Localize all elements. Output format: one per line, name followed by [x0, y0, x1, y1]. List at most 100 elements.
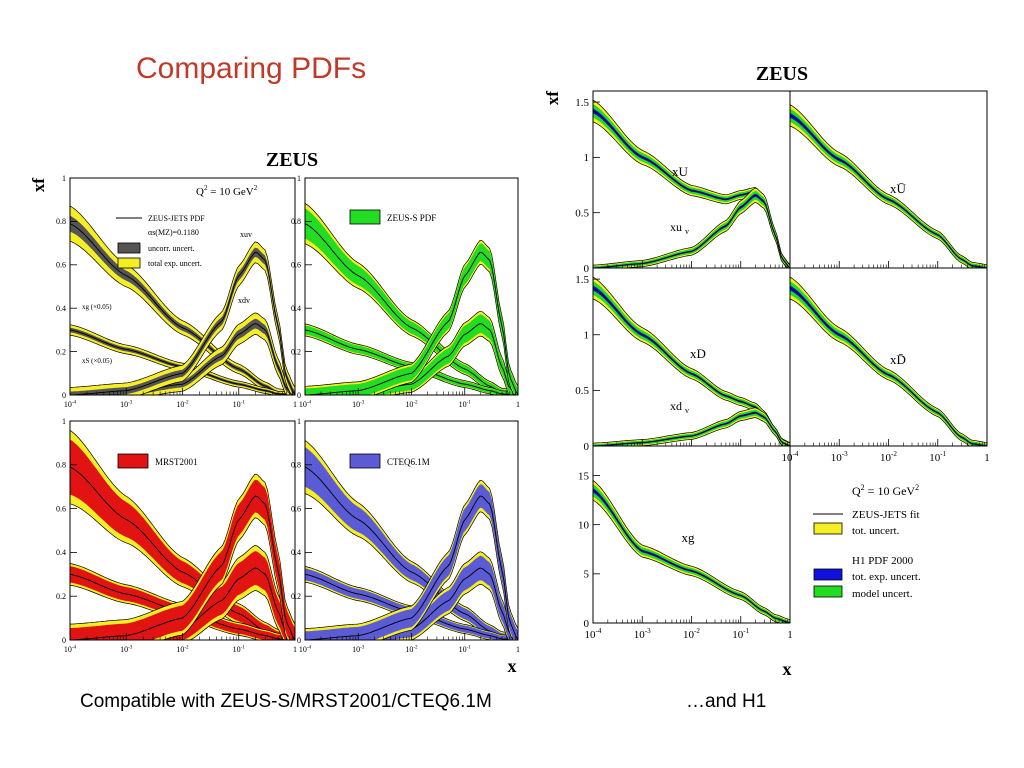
- right-figure-ylabel: xf: [543, 91, 562, 106]
- right-figure-xlabel: x: [783, 659, 792, 679]
- left-panel-0-xtick-label: 10-4: [64, 399, 77, 409]
- right-panel-0-ytick-label: 0.5: [575, 208, 589, 220]
- legend-zeus-s: ZEUS-S PDF: [387, 213, 436, 223]
- right-panel-1-s0-band: [789, 103, 988, 269]
- left-panel-1-xtick-label: 10-2: [405, 399, 418, 409]
- right-panel-2-ytick-label: 1.5: [575, 274, 589, 286]
- left-panel-3-xtick-label: 10-3: [352, 644, 365, 654]
- slide-title: Comparing PDFs: [136, 52, 367, 85]
- right-label-xD: xD̄: [890, 352, 906, 367]
- left-panel-0-xtick-label: 10-1: [233, 399, 246, 409]
- left-panel-2-xtick-label: 10-1: [233, 644, 246, 654]
- left-panel-2-xg-line: [69, 466, 296, 641]
- right-panel-2-s0-band: [592, 276, 791, 447]
- right-panel-4-ytick-label: 0: [584, 618, 590, 630]
- right-panel-1-s0-line: [789, 114, 988, 269]
- left-figure-ylabel: xf: [29, 178, 48, 193]
- left-panel-3-xtick-label: 10-4: [299, 644, 312, 654]
- right-legend-label-3: tot. exp. uncert.: [852, 571, 921, 583]
- left-panel-0-xtick-label: 10-2: [176, 399, 189, 409]
- right-panel-4-s0-line: [592, 489, 791, 624]
- left-panel-3-ytick-label: 0.4: [291, 548, 301, 557]
- left-panel-1-ytick-label: 0.8: [291, 217, 301, 226]
- right-panel-0-s1-line: [592, 194, 791, 269]
- left-panel-mrst2001: 10-4 10-3 10-2 10-1 1 0 0.2 0.4 0.6 0.8 1 MRST2001: [56, 417, 297, 654]
- right-panel-4-s0-inner-band: [593, 484, 790, 623]
- left-panel-0-ytick-label: 0.4: [56, 304, 66, 313]
- legend-cteq6.1m: CTEQ6.1M: [387, 457, 430, 467]
- legend-total-exp-uncert: total exp. uncert.: [148, 259, 202, 268]
- right-panel-2-s1-inner-band: [593, 409, 790, 446]
- left-panel-0-ytick-label: 1: [62, 174, 66, 183]
- left-panel-1-xtick-label: 10-4: [299, 399, 312, 409]
- right-panel-4-xtick-label: 10-2: [683, 627, 700, 641]
- right-panel-0-ytick-label: 0: [584, 263, 590, 275]
- right-panel-0-frame: [592, 90, 791, 269]
- left-panel-1-ytick-label: 0: [297, 391, 301, 400]
- right-label-xuv-sub: v: [685, 227, 689, 236]
- left-panel-2-xuv-line: [69, 495, 296, 641]
- right-panel-0-s0-band: [592, 99, 791, 269]
- left-panel-1-xuv-inner-band: [305, 243, 518, 395]
- left-panel-1-xg-line: [304, 223, 519, 396]
- caption-and-h1: …and H1: [686, 691, 767, 712]
- right-label-x: xŪ: [890, 181, 907, 196]
- left-panel-3-ytick-label: 0.8: [291, 461, 301, 470]
- right-legend-box-1: [813, 522, 843, 535]
- legend-box-cteq6.1m: [349, 453, 381, 469]
- left-panel-2-xdv-inner-band: [70, 551, 295, 640]
- left-panel-2-ytick-label: 0.4: [56, 548, 66, 557]
- right-legend-label-0: ZEUS-JETS fit: [852, 509, 920, 521]
- left-panel-3-xuv-line: [304, 495, 519, 641]
- annotation-xs: xS (×0.05): [82, 357, 113, 365]
- left-panel-0-ytick-label: 0: [62, 391, 66, 400]
- left-panel-1-xuv-line: [304, 251, 519, 396]
- right-label-xdv: xd: [670, 399, 682, 413]
- right-panel-3: 10-4 10-3 10-2 10-1 1 xD̄: [782, 267, 990, 464]
- left-panel-1-ytick-label: 0.6: [291, 261, 301, 270]
- right-panel-0: 0 0.5 1 1.5 xU xu v: [575, 90, 791, 275]
- right-panel-3-xtick-label: 10-1: [929, 450, 946, 464]
- right-panel-3-xtick-label: 10-2: [880, 450, 897, 464]
- right-panel-1-s0-inner-band: [790, 108, 987, 268]
- left-panel-1-xtick-label: 1: [516, 400, 520, 409]
- right-panel-4-xtick-label: 10-3: [634, 627, 651, 641]
- left-panel-0-xtick-label: 10-3: [120, 399, 133, 409]
- right-panel-0-ytick-label: 1: [584, 152, 590, 164]
- left-q2-label: Q2 = 10 GeV2: [196, 184, 258, 198]
- right-panel-1: xŪ: [789, 90, 988, 269]
- left-panel-1-ytick-label: 0.4: [291, 304, 301, 313]
- right-panel-3-xtick-label: 1: [984, 452, 990, 464]
- left-panel-1-ytick-label: 1: [297, 174, 301, 183]
- legend-box-mrst2001: [117, 453, 149, 469]
- right-panel-2-ytick-label: 0: [584, 441, 590, 453]
- right-label-xU: xU: [672, 164, 689, 179]
- right-figure-title: ZEUS: [756, 63, 808, 85]
- left-panel-0-xuv-line: [69, 251, 296, 396]
- right-panel-2-ytick-label: 1: [584, 330, 590, 342]
- right-panel-0-ytick-label: 1.5: [575, 97, 589, 109]
- right-panel-3-frame: [789, 267, 988, 447]
- left-panel-3-xdv-inner-band: [305, 555, 518, 640]
- legend-alphas: αs(MZ)=0.1180: [148, 228, 199, 237]
- right-panel-4-ytick-label: 5: [584, 569, 590, 581]
- left-panel-3-xtick-label: 1: [516, 645, 520, 654]
- left-panel-1-xtick-label: 10-3: [352, 399, 365, 409]
- right-label-xdv-sub: v: [685, 406, 689, 415]
- annotation-xuv: xuv: [240, 230, 252, 239]
- left-panel-0-ytick-label: 0.8: [56, 217, 66, 226]
- left-panel-0-ytick-label: 0.6: [56, 261, 66, 270]
- left-panel-2-ytick-label: 1: [62, 417, 66, 426]
- left-panel-3-xuv-inner-band: [305, 484, 518, 640]
- legend-uncorr-uncert: uncorr. uncert.: [148, 244, 194, 253]
- caption-compatible: Compatible with ZEUS-S/MRST2001/CTEQ6.1M: [80, 691, 492, 712]
- right-panel-4-s0-line: [592, 489, 791, 624]
- left-panel-3-xg-line: [304, 466, 519, 641]
- right-panel-2-s0-inner-band: [593, 281, 790, 446]
- right-legend-label-4: model uncert.: [852, 588, 913, 600]
- annotation-xg: xg (×0.05): [82, 303, 112, 311]
- right-panel-2-s1-line: [592, 412, 791, 447]
